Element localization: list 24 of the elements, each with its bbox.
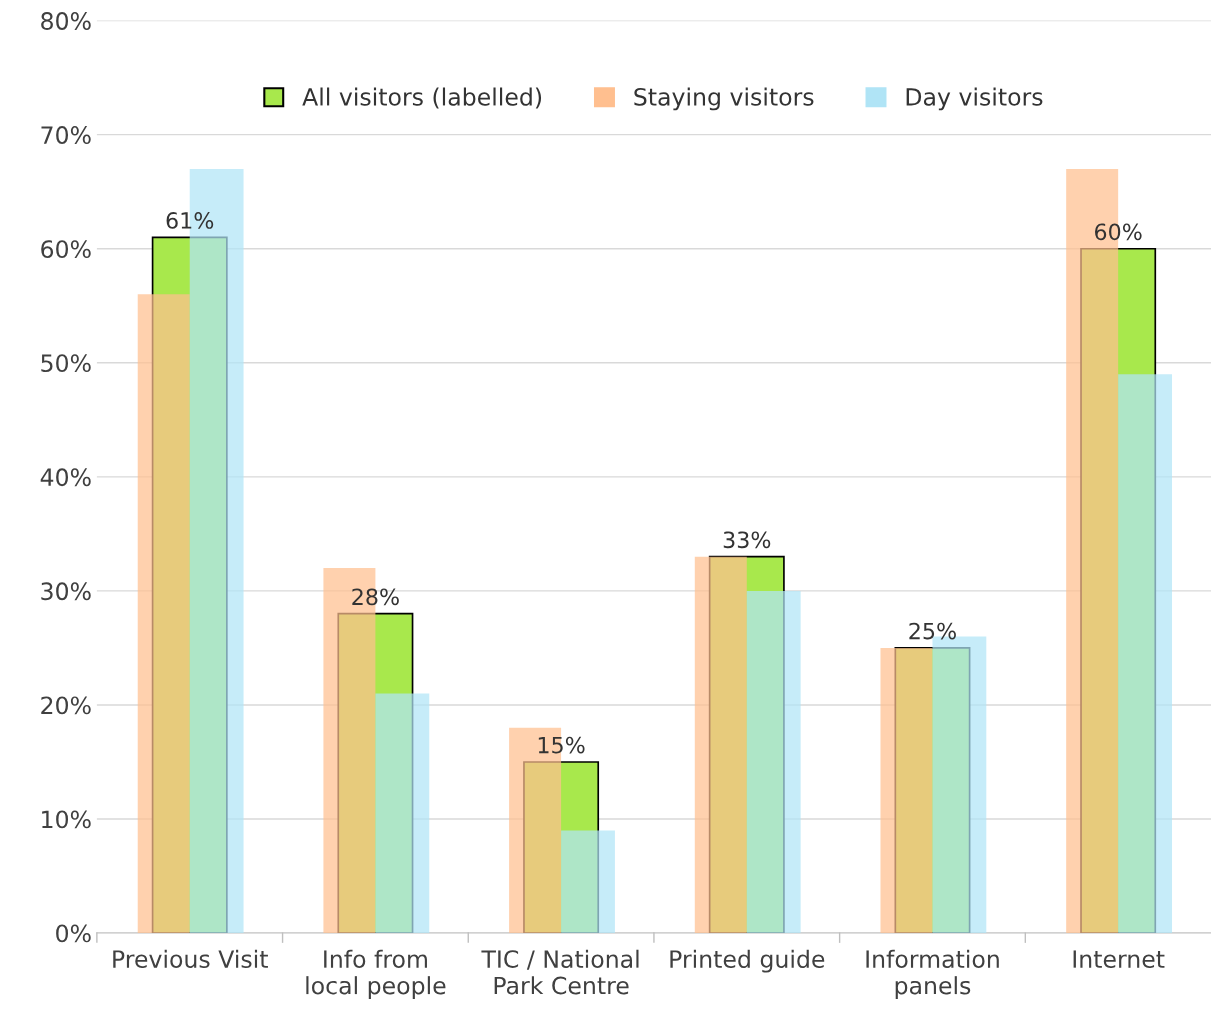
- legend-label: Day visitors: [906, 87, 1043, 111]
- y-tick-label: 70%: [41, 126, 91, 144]
- data-label: 60%: [1095, 223, 1142, 241]
- data-label: 33%: [723, 531, 771, 549]
- x-tick-label: Printed guide: [670, 949, 825, 973]
- y-tick-label: 0%: [56, 924, 91, 943]
- legend-label: All visitors (labelled): [302, 87, 542, 109]
- legend-label: Staying visitors: [634, 87, 814, 111]
- y-tick-label: 20%: [41, 696, 91, 715]
- data-label: 61%: [166, 212, 214, 229]
- y-tick-label: 60%: [41, 240, 91, 259]
- y-tick-label: 80%: [41, 12, 91, 30]
- y-tick-label: 30%: [41, 582, 91, 601]
- data-label: 25%: [909, 622, 956, 640]
- x-tick-label: Info from local people: [306, 949, 446, 1000]
- data-label: 15%: [538, 736, 585, 754]
- y-tick-label: 40%: [40, 468, 91, 487]
- x-tick-label: TIC / National Park Centre: [481, 949, 639, 995]
- y-tick-label: 50%: [41, 354, 91, 373]
- x-tick-label: Information panels: [866, 949, 999, 1000]
- x-tick-label: Previous Visit: [113, 949, 268, 968]
- data-label: 28%: [352, 588, 399, 606]
- y-tick-label: 10%: [42, 810, 91, 829]
- x-tick-label: Internet: [1073, 950, 1165, 968]
